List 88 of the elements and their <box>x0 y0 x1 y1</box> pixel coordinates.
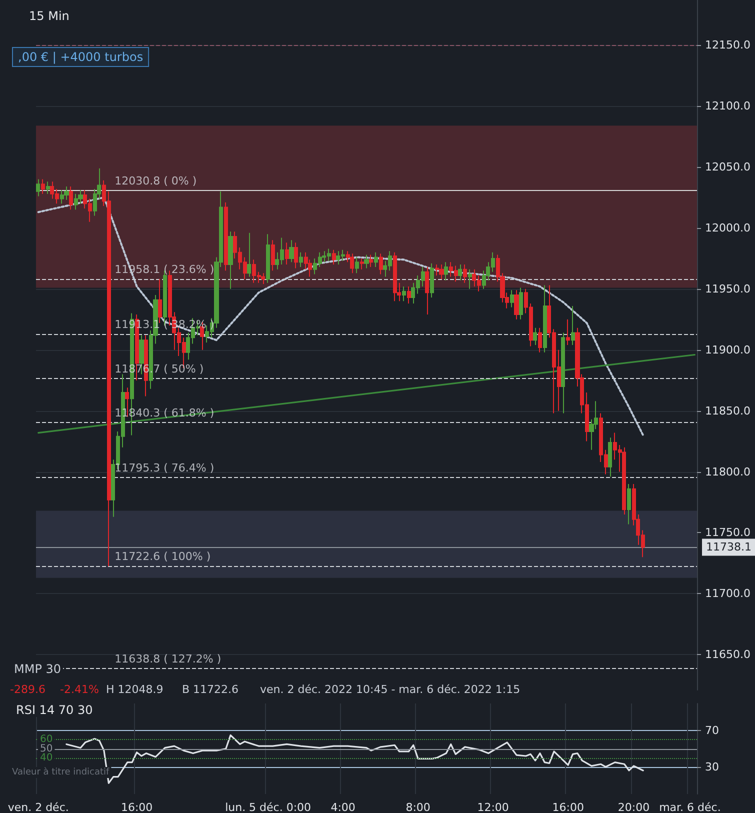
y-tick-label: 11800.0 <box>705 465 750 478</box>
ref-line-label: 60 <box>40 734 53 746</box>
x-tick-label: ven. 2 déc. <box>8 801 69 813</box>
candlestick <box>444 262 448 281</box>
candlestick <box>439 264 444 280</box>
candlestick <box>543 284 547 353</box>
candlestick <box>350 253 354 274</box>
candlestick <box>224 202 228 272</box>
y-tick-label: 11750.0 <box>705 526 750 540</box>
candlestick <box>458 264 462 281</box>
candlestick <box>271 240 275 272</box>
candlestick <box>289 240 294 263</box>
x-tick-label: 20:00 <box>618 801 650 813</box>
candlestick <box>608 437 612 478</box>
y-tick-label: 11650.0 <box>705 648 750 662</box>
candlestick <box>364 254 369 269</box>
candlestick <box>510 290 514 308</box>
x-tick-label: 16:00 <box>120 801 153 813</box>
x-tick-label: 16:00 <box>552 801 584 813</box>
candlestick <box>533 327 537 346</box>
candlestick <box>41 178 45 194</box>
candlestick <box>69 186 73 210</box>
y-tick-label: 30 <box>705 760 719 774</box>
candlestick <box>627 483 631 525</box>
candlestick <box>360 258 364 270</box>
annotation: -289.6 <box>10 683 46 696</box>
x-tick-label: 12:00 <box>477 801 509 813</box>
candlestick <box>46 181 50 194</box>
candlestick <box>374 252 378 268</box>
annotation: H 12048.9 <box>106 683 164 696</box>
y-tick-label: 11850.0 <box>705 404 750 418</box>
candlestick <box>561 332 565 414</box>
annotation: 11638.8 ( 127.2% ) <box>114 652 222 666</box>
candlestick <box>64 186 69 200</box>
candlestick <box>299 252 303 268</box>
candlestick <box>261 272 265 285</box>
y-tick-label: 12100.0 <box>705 100 750 113</box>
candlestick <box>622 446 626 515</box>
candlestick <box>369 254 373 268</box>
y-tick-label: 11950.0 <box>705 282 750 296</box>
candlestick <box>332 249 336 266</box>
candlestick <box>538 327 542 353</box>
candlestick <box>571 305 575 346</box>
candlestick <box>393 252 397 302</box>
y-tick-label: 70 <box>705 724 719 738</box>
ref-line-label: 50 <box>40 743 53 754</box>
ref-line-label: 11738.1 <box>706 540 752 554</box>
annotation: Valeur à titre indicatif <box>12 766 110 778</box>
candlestick <box>519 287 523 320</box>
ref-line-label: 40 <box>40 752 53 764</box>
candlestick <box>285 242 289 266</box>
y-tick-label: 12050.0 <box>705 160 750 174</box>
candlestick <box>379 253 383 275</box>
candlestick <box>228 231 233 290</box>
annotation: 15 Min <box>29 9 70 23</box>
annotation: 11722.6 ( 100% ) <box>114 550 211 564</box>
annotation: -2.41% <box>60 683 99 696</box>
x-tick-label: lun. 5 déc. 0:00 <box>225 801 312 813</box>
candlestick <box>430 262 434 298</box>
x-tick-label: 8:00 <box>406 801 430 813</box>
x-tick-label: 4:00 <box>330 801 356 813</box>
candlestick <box>566 318 570 346</box>
y-tick-label: 12150.0 <box>705 38 750 52</box>
annotation: MMP 30 <box>14 662 62 676</box>
y-tick-label: 11700.0 <box>705 587 750 600</box>
y-tick-label: 12000.0 <box>705 221 750 234</box>
annotation: B 11722.6 <box>182 683 239 696</box>
candlestick <box>111 459 115 518</box>
candlestick <box>158 278 162 324</box>
candlestick <box>463 264 467 284</box>
candlestick <box>266 234 270 284</box>
annotation: 12030.8 ( 0% ) <box>114 174 197 188</box>
candlestick <box>468 268 472 290</box>
candlestick <box>514 290 519 320</box>
line-series <box>37 196 644 436</box>
annotation: RSI 14 70 30 <box>16 703 93 717</box>
candlestick <box>425 266 429 316</box>
x-tick-label: mar. 6 déc. <box>659 801 721 813</box>
annotation: ,00 € | +4000 turbos <box>18 50 144 64</box>
annotation: ven. 2 déc. 2022 10:45 - mar. 6 déc. 2022 1:15 <box>260 683 520 696</box>
annotation: 11795.3 ( 76.4% ) <box>114 462 214 475</box>
candlestick <box>407 286 411 304</box>
candlestick <box>402 286 406 302</box>
candlestick <box>294 242 298 269</box>
candlestick <box>355 256 359 274</box>
candlestick <box>36 178 40 197</box>
y-tick-label: 11900.0 <box>705 343 750 356</box>
candlestick <box>247 232 251 278</box>
